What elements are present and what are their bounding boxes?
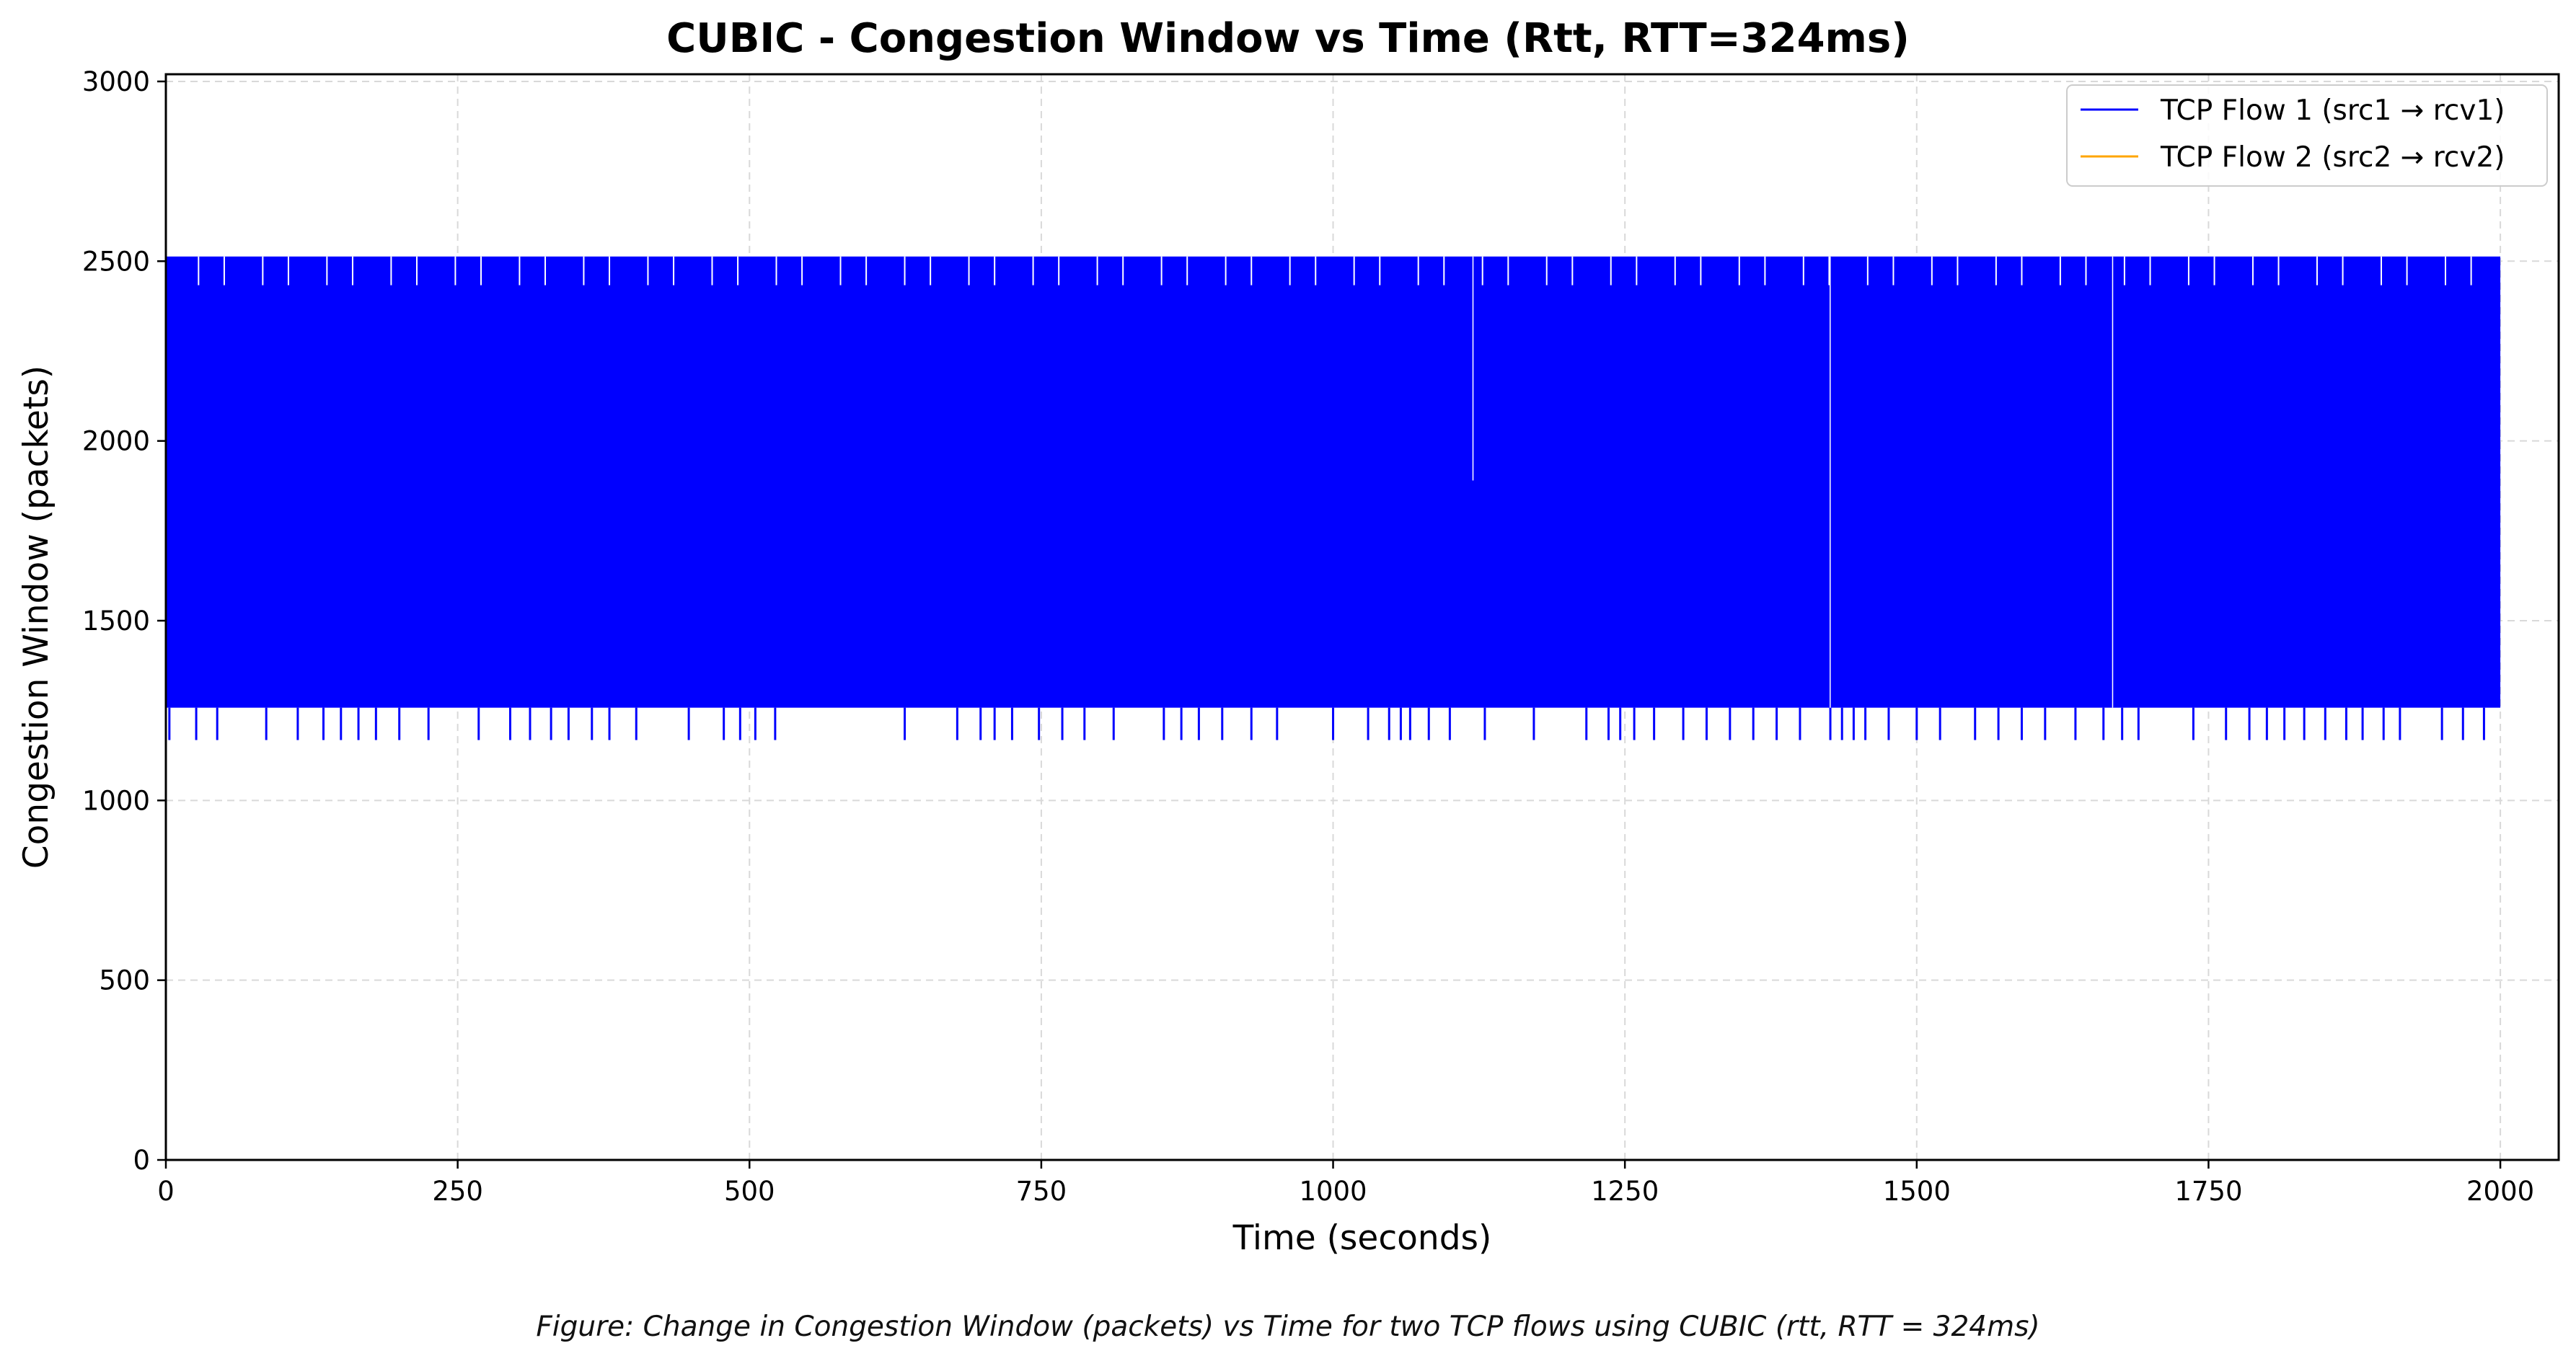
legend-box: [2066, 84, 2548, 187]
y-tick-label: 1000: [82, 785, 150, 816]
y-axis-label: Congestion Window (packets): [17, 365, 56, 869]
x-tick-label: 750: [1016, 1176, 1067, 1207]
figure-caption: Figure: Change in Congestion Window (pac…: [536, 1311, 2040, 1343]
y-tick-label: 0: [133, 1145, 150, 1176]
y-tick-label: 3000: [82, 66, 150, 97]
flow1-cwnd-band: [166, 256, 2501, 708]
x-tick-label: 2000: [2466, 1176, 2534, 1207]
x-axis-label: Time (seconds): [1232, 1218, 1492, 1258]
legend-label-flow2: TCP Flow 2 (src2 → rcv2): [2160, 141, 2505, 174]
y-tick-label: 1500: [82, 606, 150, 637]
y-tick-label: 500: [99, 965, 150, 996]
x-tick-label: 0: [157, 1176, 175, 1207]
series-layer: [164, 256, 2501, 740]
x-tick-label: 1750: [2174, 1176, 2242, 1207]
legend: TCP Flow 1 (src1 → rcv1) TCP Flow 2 (src…: [2066, 84, 2548, 187]
x-tick-label: 250: [432, 1176, 483, 1207]
chart-title: CUBIC - Congestion Window vs Time (Rtt, …: [666, 15, 1910, 62]
tick-layer: 0 250 500 750 1000 1250 1500 1750 2000 0 500 1000 15…: [82, 66, 2534, 1207]
legend-label-flow1: TCP Flow 1 (src1 → rcv1): [2160, 94, 2505, 127]
x-tick-label: 1500: [1883, 1176, 1951, 1207]
y-tick-label: 2500: [82, 246, 150, 277]
x-tick-label: 1000: [1299, 1176, 1367, 1207]
x-tick-label: 500: [724, 1176, 775, 1207]
y-tick-label: 2000: [82, 426, 150, 457]
plot-frame: [164, 73, 2560, 1161]
x-tick-label: 1250: [1591, 1176, 1659, 1207]
